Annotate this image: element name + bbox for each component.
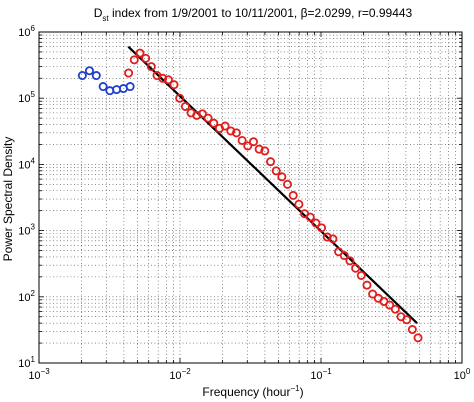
data-point-series-2	[277, 172, 287, 182]
data-point-series-2	[402, 315, 412, 325]
data-point-series-2	[362, 280, 372, 290]
data-point-series-2	[141, 53, 151, 63]
x-axis-label: Frequency (hour−1)	[202, 384, 303, 399]
data-point-series-2	[226, 126, 236, 136]
data-point-series-2	[305, 212, 315, 222]
x-axis-label-text: Frequency (hour	[202, 385, 290, 399]
data-point-series-2	[413, 333, 423, 343]
data-point-series-2	[197, 109, 207, 119]
axes	[38, 31, 463, 364]
data-point-series-2	[254, 144, 264, 154]
data-point-series-2	[339, 251, 349, 261]
x-axis-label-close: )	[300, 385, 304, 399]
y-tick-label: 105	[18, 90, 35, 105]
y-tick-label: 103	[18, 223, 35, 238]
data-point-series-1	[91, 71, 101, 81]
x-tick-label: 10−2	[169, 367, 191, 382]
data-point-series-2	[368, 289, 378, 299]
chart-title-main: D	[94, 6, 103, 20]
data-point-series-2	[175, 93, 185, 103]
data-point-series-2	[129, 55, 139, 65]
chart-title: Dst index from 1/9/2001 to 10/11/2001, β…	[94, 6, 413, 23]
data-point-series-2	[328, 234, 338, 244]
data-point-series-2	[124, 68, 134, 78]
data-point-series-2	[135, 48, 145, 58]
data-point-series-1	[125, 82, 135, 92]
data-point-series-2	[271, 166, 281, 176]
fit-line	[127, 45, 418, 324]
data-point-series-2	[317, 223, 327, 233]
data-point-series-2	[322, 232, 332, 242]
y-tick-label: 102	[18, 289, 35, 304]
data-point-series-1	[77, 71, 87, 81]
data-point-series-2	[385, 300, 395, 310]
data-point-series-2	[294, 199, 304, 209]
data-point-series-2	[351, 263, 361, 273]
data-point-series-2	[163, 75, 173, 85]
data-point-series-2	[345, 256, 355, 266]
data-point-series-2	[209, 118, 219, 128]
chart-title-subscript: st	[102, 14, 109, 23]
data-point-series-2	[231, 128, 241, 138]
data-point-series-2	[192, 110, 202, 120]
data-point-series-2	[266, 157, 276, 167]
data-point-series-2	[260, 146, 270, 156]
x-tick-label: 100	[454, 367, 471, 382]
y-axis-label: Power Spectral Density	[1, 137, 15, 262]
x-axis-label-superscript: −1	[290, 384, 300, 393]
x-tick-label: 10−3	[28, 367, 50, 382]
data-point-series-2	[203, 113, 213, 123]
data-point-series-2	[390, 304, 400, 314]
grid-lines	[39, 32, 462, 363]
chart-title-rest: index from 1/9/2001 to 10/11/2001, β=2.0…	[109, 6, 413, 20]
data-point-series-2	[407, 325, 417, 335]
data-point-series-2	[243, 141, 253, 151]
data-point-series-1	[84, 66, 94, 76]
data-point-series-2	[283, 179, 293, 189]
data-point-series-2	[180, 101, 190, 111]
data-point-series-1	[98, 82, 108, 92]
data-point-series-2	[220, 121, 230, 131]
data-point-series-2	[311, 218, 321, 228]
plot-frame	[38, 31, 463, 364]
data-point-series-2	[146, 62, 156, 72]
tick-labels: 10−3 10−2 10−1 100 101 102 103 104 105 106	[18, 24, 471, 382]
data-point-series-2	[158, 73, 168, 83]
y-tick-label: 101	[18, 355, 35, 370]
data-point-series-2	[169, 80, 179, 90]
data-point-series-2	[288, 190, 298, 200]
y-tick-label: 104	[18, 156, 35, 171]
data-point-series-2	[356, 270, 366, 280]
data-point-series-2	[237, 135, 247, 145]
y-tick-label: 106	[18, 24, 35, 39]
plot-marks	[77, 45, 423, 343]
x-tick-label: 10−1	[310, 367, 332, 382]
data-point-series-2	[248, 137, 258, 147]
